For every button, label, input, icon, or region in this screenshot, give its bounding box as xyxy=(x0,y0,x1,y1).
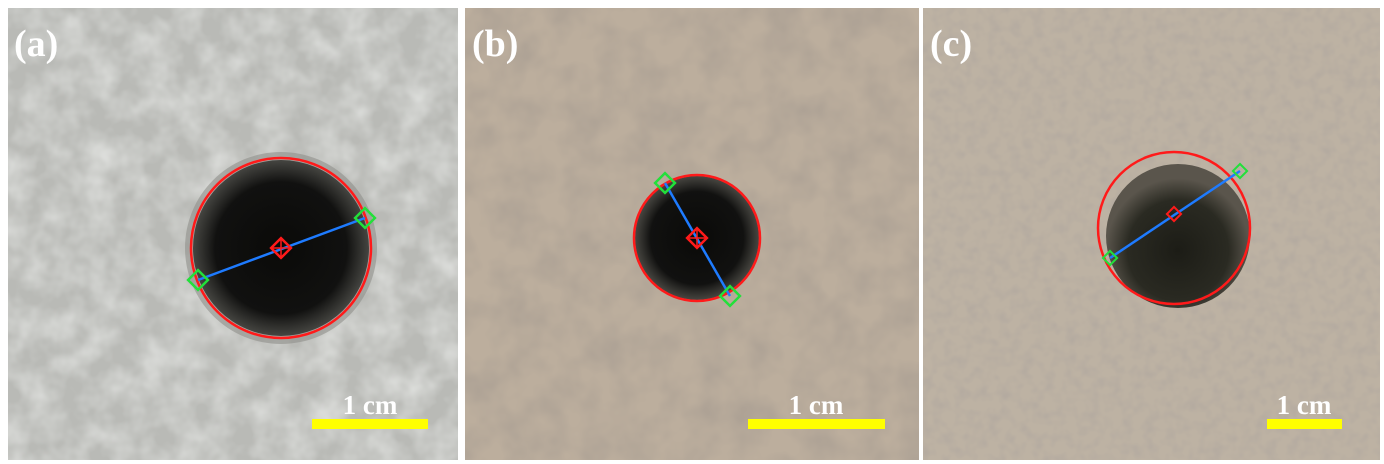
scale-bar xyxy=(312,419,428,429)
panel-a: (a) 1 cm xyxy=(8,8,458,460)
figure: (a) 1 cm (b) 1 cm (c) 1 cm xyxy=(0,0,1384,464)
page: (a) 1 cm (b) 1 cm (c) 1 cm (() => { cons… xyxy=(0,0,1384,464)
hole xyxy=(1106,164,1250,308)
scale-label: 1 cm xyxy=(1277,390,1332,420)
panel-b: (b) 1 cm xyxy=(465,8,919,460)
panel-label: (a) xyxy=(14,23,58,65)
panel-c: (c) 1 cm xyxy=(923,8,1380,460)
scale-bar xyxy=(748,419,885,429)
scale-label: 1 cm xyxy=(789,390,844,420)
scale-bar xyxy=(1267,419,1342,429)
scale-label: 1 cm xyxy=(343,390,398,420)
panel-label: (b) xyxy=(472,23,518,65)
panel-label: (c) xyxy=(930,23,972,65)
